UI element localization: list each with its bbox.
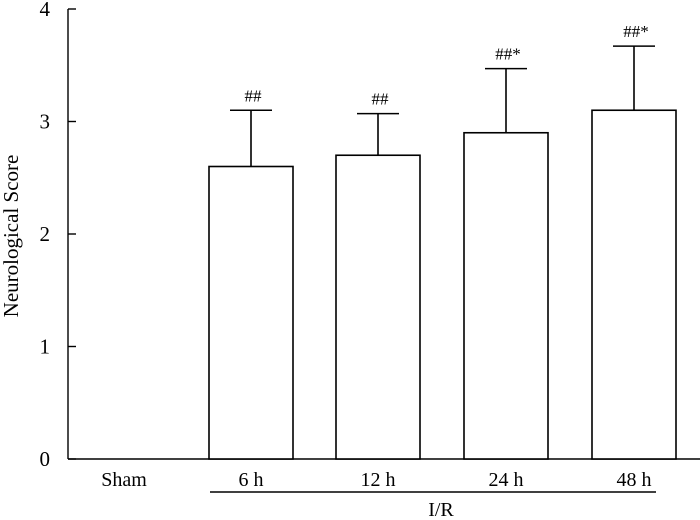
significance-annotation: ##* <box>495 45 521 64</box>
bar <box>591 109 677 460</box>
group-label: I/R <box>428 499 454 520</box>
y-tick-label: 3 <box>40 110 51 134</box>
y-tick-label: 0 <box>40 447 51 471</box>
significance-annotation: ## <box>372 90 390 109</box>
x-tick-label: 48 h <box>617 469 652 491</box>
chart-labels: 0 1 2 3 4 Sham ## 6 h ## 12 h ##* 24 h ##* 48 h I/R Neu… <box>0 0 652 520</box>
error-bars <box>230 45 655 167</box>
x-tick-label: 6 h <box>239 469 264 491</box>
x-tick-label: Sham <box>101 469 147 491</box>
x-tick-label: 12 h <box>361 469 396 491</box>
bar <box>335 154 421 460</box>
bar <box>208 165 294 460</box>
y-tick-label: 4 <box>40 0 51 21</box>
significance-annotation: ##* <box>623 22 649 41</box>
bars <box>208 109 677 460</box>
bar <box>463 131 549 460</box>
x-tick-label: 24 h <box>489 469 524 491</box>
y-tick-label: 1 <box>40 335 51 359</box>
significance-annotation: ## <box>245 86 263 105</box>
y-axis-label: Neurological Score <box>0 155 23 318</box>
y-tick-label: 2 <box>40 222 51 246</box>
